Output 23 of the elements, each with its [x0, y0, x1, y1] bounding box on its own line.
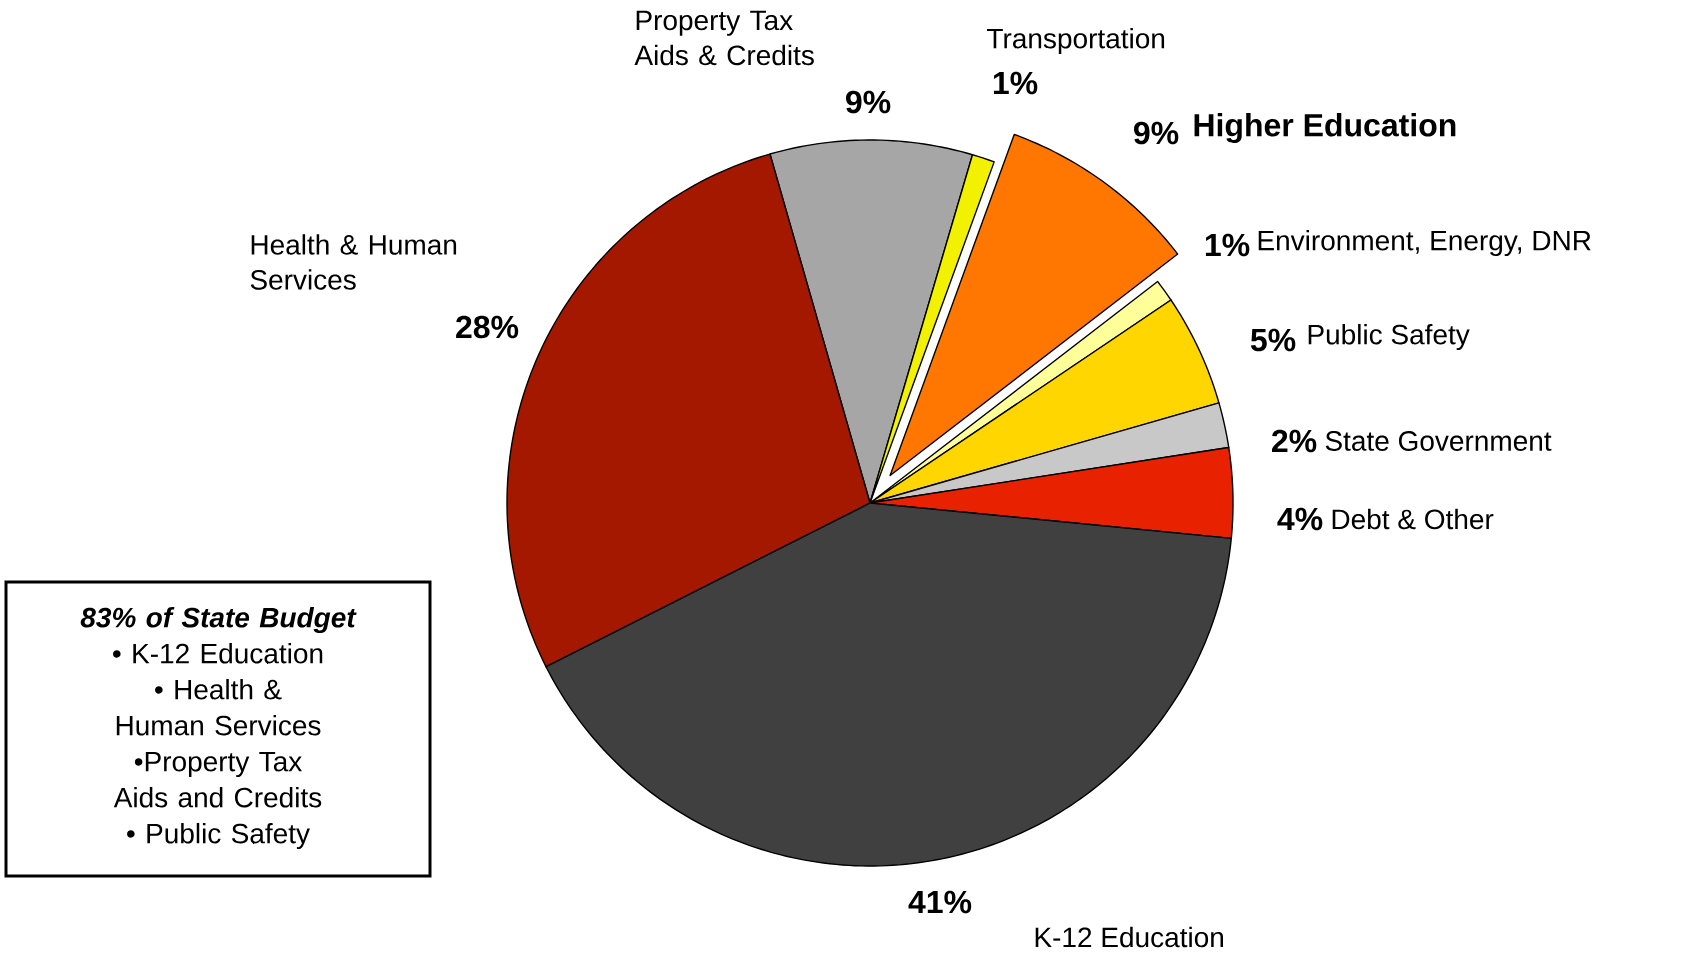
data-label: 28% — [456, 315, 519, 339]
data-label: 4% — [1277, 507, 1323, 531]
text: • K-12 Education — [113, 642, 323, 664]
data-label: 9% — [846, 90, 891, 114]
slice-label: K-12 Education — [1035, 926, 1223, 948]
text: • Health & Human Services — [116, 678, 321, 736]
slice-label: Environment, Energy, DNR — [1258, 229, 1591, 257]
data-label: 2% — [1272, 429, 1317, 453]
data-label: 5% — [1250, 328, 1296, 352]
data-label: 1% — [993, 71, 1038, 95]
slice-label: State Government — [1325, 431, 1552, 451]
slice-label: Higher Education — [1194, 113, 1456, 143]
text: •Property Tax Aids and Credits — [113, 751, 322, 808]
text: 83% of State Budget — [80, 606, 357, 634]
text: • Public Safety — [127, 822, 310, 850]
slice-label: Transportation — [987, 27, 1165, 55]
slice-label: Public Safety — [1308, 323, 1470, 351]
data-label: 1% — [1205, 233, 1250, 257]
data-label: 9% — [1134, 121, 1179, 145]
slice-label: Health & Human Services — [250, 234, 457, 290]
slice-label: Property Tax Aids & Credits — [634, 10, 814, 66]
slice-label: Debt & Other — [1332, 508, 1494, 530]
data-label: 41% — [908, 890, 972, 914]
